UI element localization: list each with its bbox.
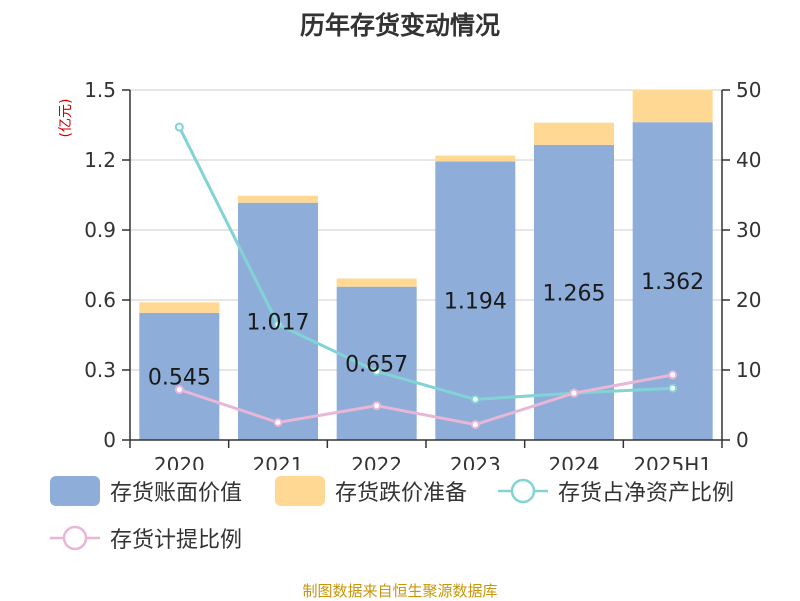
left-tick-label: 0 <box>103 428 116 452</box>
bar-book-value <box>336 286 417 440</box>
line-net-asset-ratio <box>177 126 673 401</box>
bar-reserve <box>238 195 318 203</box>
right-tick-label: 40 <box>736 148 761 172</box>
legend-item-net-asset-ratio[interactable]: 存货占净资产比例 <box>498 475 734 507</box>
axes: 0 0.3 0.6 0.9 1.2 1.5 0 10 20 30 40 50 2020 2021 2022 2… <box>84 78 761 470</box>
point-provision-ratio <box>372 401 382 411</box>
bar-book-value <box>139 312 220 440</box>
point-provision-ratio <box>569 388 579 398</box>
data-source-note: 制图数据来自恒生聚源数据库 <box>302 582 498 600</box>
line-group <box>174 122 678 430</box>
point-provision-ratio <box>174 385 184 395</box>
point-provision-ratio <box>668 370 678 380</box>
x-tick-label: 2021 <box>253 453 304 470</box>
bar-reserve <box>336 278 417 287</box>
bar-labels: 0.545 1.017 0.657 1.194 1.265 1.362 <box>148 270 704 390</box>
point-net-asset-ratio <box>273 320 283 329</box>
chart-title: 历年存货变动情况 <box>299 11 500 40</box>
right-tick-label: 30 <box>736 218 761 242</box>
legend-label: 存货账面价值 <box>110 481 243 506</box>
chart-area: 0 0.3 0.6 0.9 1.2 1.5 0 10 20 30 40 50 2020 2021 2022 2… <box>58 78 800 470</box>
bar-data-label: 0.657 <box>345 352 408 377</box>
left-tick-label: 0.6 <box>84 288 116 312</box>
legend-label: 存货占净资产比例 <box>558 481 735 506</box>
x-tick-label: 2025H1 <box>633 453 712 470</box>
line-provision-ratio <box>178 373 673 427</box>
grid-lines <box>130 89 722 371</box>
bar-reserve <box>435 155 516 162</box>
right-tick-label: 0 <box>736 428 749 452</box>
bar-reserve <box>632 89 713 123</box>
right-tick-label: 20 <box>736 288 761 312</box>
x-tick-label: 2024 <box>549 453 600 470</box>
legend-item-reserve[interactable]: 存货跌价准备 <box>275 475 467 507</box>
bar-data-label: 1.362 <box>641 270 704 295</box>
point-net-asset-ratio <box>668 383 678 393</box>
bar-data-label: 1.265 <box>543 281 606 306</box>
bar-data-label: 0.545 <box>148 365 211 390</box>
right-tick-label: 10 <box>736 358 761 382</box>
legend-item-book-value[interactable]: 存货账面价值 <box>50 475 242 507</box>
bar-reserve <box>534 122 614 145</box>
left-tick-label: 0.3 <box>84 358 116 382</box>
legend-line-icon <box>498 478 548 504</box>
legend-label: 存货计提比例 <box>110 528 243 553</box>
point-provision-ratio <box>470 420 480 430</box>
point-provision-ratio <box>273 418 283 427</box>
bar-reserve <box>139 302 220 313</box>
right-tick-label: 50 <box>736 78 761 102</box>
x-tick-label: 2020 <box>154 453 205 470</box>
legend-item-provision-ratio[interactable]: 存货计提比例 <box>50 522 242 554</box>
left-tick-label: 1.5 <box>84 78 116 102</box>
x-tick-label: 2023 <box>450 453 501 470</box>
left-tick-label: 1.2 <box>84 148 116 172</box>
point-net-asset-ratio <box>372 366 382 376</box>
legend-line-icon <box>50 525 100 551</box>
point-net-asset-ratio <box>470 394 480 404</box>
legend-swatch-book-value <box>50 476 100 506</box>
point-net-asset-ratio <box>174 122 184 132</box>
right-axis-unit: % <box>798 85 800 98</box>
legend-label: 存货跌价准备 <box>335 481 468 506</box>
bar-group <box>139 89 713 441</box>
bar-data-label: 1.017 <box>247 310 310 335</box>
x-tick-label: 2022 <box>351 453 402 470</box>
bar-data-label: 1.194 <box>444 290 507 315</box>
left-tick-label: 0.9 <box>84 218 116 242</box>
legend-swatch-reserve <box>275 476 325 506</box>
left-axis-unit: (亿元) <box>58 99 74 138</box>
bar-book-value <box>435 161 516 440</box>
